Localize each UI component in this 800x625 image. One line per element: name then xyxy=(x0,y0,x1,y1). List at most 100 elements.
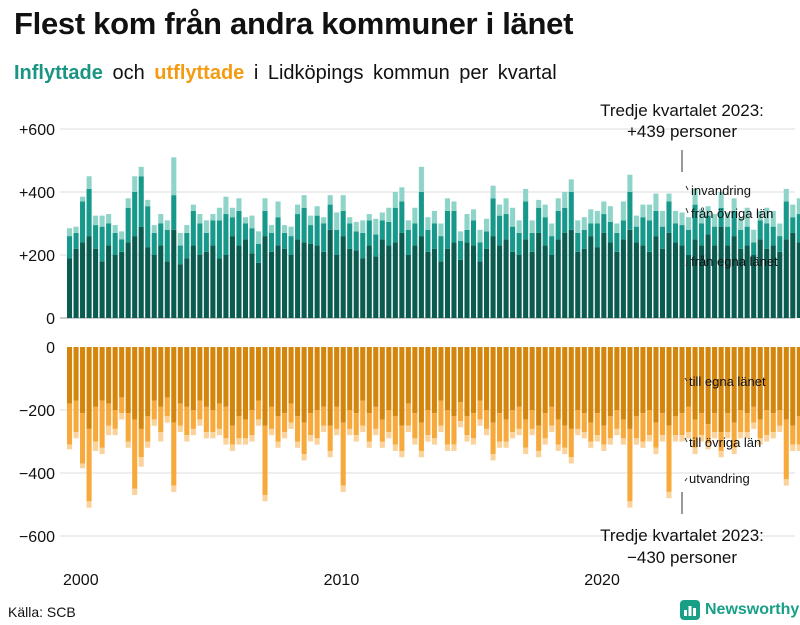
bar-in-0 xyxy=(164,261,170,318)
bar-in-2 xyxy=(692,188,698,205)
bar-out-2 xyxy=(112,428,118,436)
bar-in-1 xyxy=(438,236,444,262)
bar-out-1 xyxy=(321,406,327,426)
bar-in-0 xyxy=(275,245,281,318)
bar-in-0 xyxy=(731,236,737,318)
bar-out-2 xyxy=(607,438,613,445)
bar-out-1 xyxy=(555,419,561,445)
bar-in-2 xyxy=(93,215,99,226)
bar-in-0 xyxy=(640,245,646,318)
bar-in-1 xyxy=(764,223,770,249)
bar-out-2 xyxy=(93,441,99,451)
bar-in-0 xyxy=(392,242,398,318)
bar-out-1 xyxy=(757,419,763,439)
bar-in-1 xyxy=(510,226,516,252)
bar-in-0 xyxy=(151,255,157,318)
bottom-annotation-value: −430 personer xyxy=(627,548,737,567)
bar-in-1 xyxy=(321,223,327,252)
bar-in-1 xyxy=(581,229,587,249)
bar-in-1 xyxy=(340,210,346,237)
bar-in-1 xyxy=(516,232,522,255)
bar-in-1 xyxy=(418,192,424,237)
bar-out-1 xyxy=(366,413,372,442)
bar-out-0 xyxy=(790,347,796,426)
bar-in-2 xyxy=(640,204,646,218)
bar-in-2 xyxy=(99,215,105,227)
bar-in-2 xyxy=(151,225,157,233)
bar-in-2 xyxy=(503,198,509,215)
bar-in-0 xyxy=(510,251,516,318)
y-tick-label: 0 xyxy=(46,340,55,357)
bar-out-1 xyxy=(438,400,444,426)
bar-out-2 xyxy=(770,432,776,439)
bar-in-2 xyxy=(125,198,131,208)
bar-out-2 xyxy=(138,457,144,467)
label-pointer xyxy=(685,185,689,191)
bar-in-0 xyxy=(444,248,450,318)
bar-out-0 xyxy=(529,347,535,410)
bar-in-0 xyxy=(99,261,105,318)
bar-out-1 xyxy=(282,413,288,433)
bar-in-2 xyxy=(666,193,672,202)
y-tick-label: +600 xyxy=(19,122,55,139)
bar-out-2 xyxy=(412,438,418,445)
bar-in-0 xyxy=(242,239,249,318)
bar-in-0 xyxy=(627,229,633,318)
bar-out-0 xyxy=(340,347,346,423)
bar-in-0 xyxy=(477,261,483,318)
bar-out-1 xyxy=(125,413,131,442)
bar-out-1 xyxy=(444,410,450,445)
bar-out-1 xyxy=(497,413,503,442)
bar-out-2 xyxy=(672,435,679,442)
bar-out-1 xyxy=(236,416,242,439)
bar-in-0 xyxy=(790,232,796,318)
bar-in-2 xyxy=(757,210,763,221)
bar-out-1 xyxy=(301,422,307,455)
bar-in-2 xyxy=(510,207,516,227)
bar-in-2 xyxy=(366,214,372,221)
bar-out-2 xyxy=(249,435,255,442)
bar-out-0 xyxy=(464,347,470,417)
bar-out-2 xyxy=(620,438,626,445)
bar-out-0 xyxy=(379,347,385,420)
bar-out-1 xyxy=(692,419,698,448)
bar-out-0 xyxy=(497,347,503,414)
bar-in-2 xyxy=(594,210,600,224)
bar-in-0 xyxy=(438,261,444,318)
bar-in-1 xyxy=(190,210,196,246)
bar-out-1 xyxy=(340,422,346,486)
bar-out-2 xyxy=(751,422,757,429)
bar-out-2 xyxy=(744,432,750,439)
bar-in-1 xyxy=(777,236,783,252)
bar-out-1 xyxy=(177,403,183,426)
bar-out-0 xyxy=(457,347,464,403)
bar-in-2 xyxy=(653,193,659,211)
bar-out-1 xyxy=(223,406,229,439)
bar-in-0 xyxy=(581,248,587,318)
bar-in-1 xyxy=(686,229,692,255)
bar-out-0 xyxy=(594,347,600,414)
bar-in-0 xyxy=(738,248,744,318)
bar-in-1 xyxy=(770,226,776,246)
bar-in-2 xyxy=(249,215,255,229)
bar-in-2 xyxy=(646,204,652,221)
bar-in-1 xyxy=(620,220,626,240)
bar-out-1 xyxy=(288,403,294,423)
bar-out-0 xyxy=(73,347,79,401)
bar-out-2 xyxy=(725,432,731,439)
bar-in-1 xyxy=(666,201,672,233)
bar-in-2 xyxy=(295,204,301,215)
bar-in-0 xyxy=(80,242,86,318)
bar-in-1 xyxy=(210,220,216,246)
bar-out-2 xyxy=(86,501,92,508)
bar-out-1 xyxy=(516,406,522,429)
bar-out-2 xyxy=(106,425,112,436)
bar-in-0 xyxy=(255,262,262,319)
bar-in-1 xyxy=(99,226,105,262)
bar-in-1 xyxy=(392,207,398,243)
bar-in-0 xyxy=(712,245,718,318)
y-tick-label: −600 xyxy=(19,529,55,546)
bar-out-2 xyxy=(451,444,457,451)
bar-in-1 xyxy=(158,223,164,246)
bar-in-1 xyxy=(112,232,118,255)
